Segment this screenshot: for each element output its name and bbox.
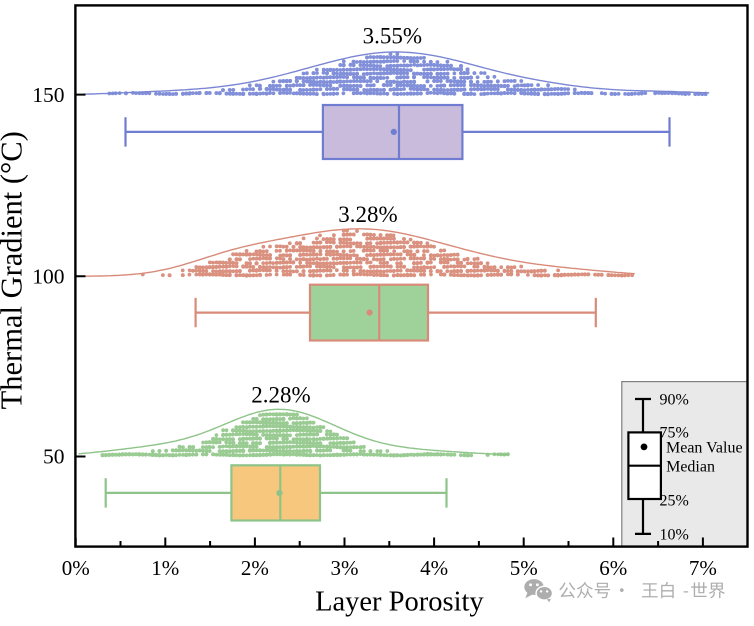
svg-text:90%: 90%: [660, 392, 689, 409]
svg-text:6%: 6%: [599, 556, 627, 580]
svg-text:100: 100: [32, 264, 64, 288]
svg-text:3%: 3%: [331, 556, 359, 580]
svg-text:Layer Porosity: Layer Porosity: [315, 586, 484, 617]
svg-text:75%: 75%: [660, 424, 689, 441]
svg-text:Thermal Gradient (°C): Thermal Gradient (°C): [0, 131, 28, 409]
svg-text:2%: 2%: [241, 556, 269, 580]
svg-text:0%: 0%: [62, 556, 90, 580]
svg-text:5%: 5%: [510, 556, 538, 580]
svg-text:Median: Median: [666, 458, 715, 475]
svg-text:4%: 4%: [420, 556, 448, 580]
svg-text:1%: 1%: [151, 556, 179, 580]
svg-text:Mean Value: Mean Value: [666, 440, 743, 457]
svg-text:2.28%: 2.28%: [251, 383, 310, 408]
svg-text:150: 150: [32, 83, 64, 107]
svg-text:25%: 25%: [660, 493, 689, 510]
svg-text:50: 50: [43, 445, 65, 469]
svg-text:10%: 10%: [660, 527, 689, 544]
svg-text:3.28%: 3.28%: [338, 202, 397, 227]
svg-text:3.55%: 3.55%: [363, 24, 422, 49]
svg-text:7%: 7%: [689, 556, 717, 580]
